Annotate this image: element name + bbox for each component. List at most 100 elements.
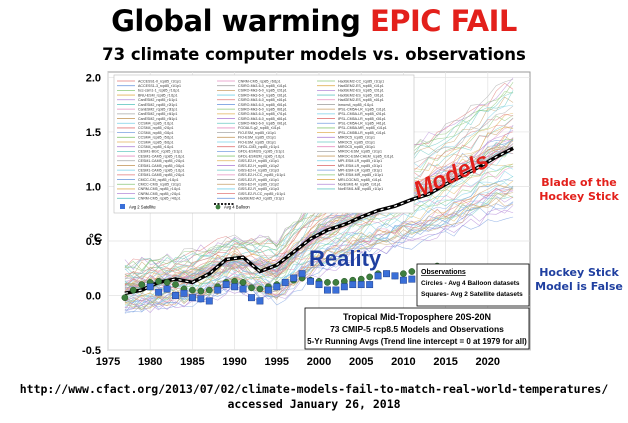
legend-balloon-label: Avg 4 Balloon: [224, 205, 250, 210]
legend-entry: HadGEM2-CC_rcp85_r1i1p1: [338, 79, 384, 83]
legend-entry: bcc-csm1-1_rcp85_r1i1p1: [138, 89, 180, 93]
satellite-point: [298, 270, 306, 278]
legend-entry: NorESM1-M_rcp85_r1i1p1: [338, 183, 381, 187]
balloon-point: [400, 270, 407, 278]
legend-entry: CESM1-BGC_rcp85_r1i1p1: [138, 150, 182, 154]
legend-balloon-marker: [215, 204, 221, 210]
legend-entry: CanESM2_rcp85_r5i1p1: [138, 117, 177, 121]
legend-entry: GISS-E2-H_rcp85_r1i1p2: [238, 164, 279, 168]
legend-entry: ACCESS1-3_rcp85_r1i1p1: [138, 84, 181, 88]
balloon-point: [197, 287, 205, 295]
legend-entry: FIO-ESM_rcp85_r3i1p1: [238, 140, 276, 144]
satellite-point: [248, 294, 255, 302]
legend-box: [113, 74, 415, 214]
satellite-point: [290, 274, 298, 282]
satellite-point: [340, 283, 348, 291]
legend-entry: MIROC-ESM_rcp85_r1i1p1: [338, 150, 382, 154]
satellite-point: [172, 292, 179, 299]
balloon-point: [189, 286, 196, 294]
x-tick-label: 1990: [222, 356, 246, 368]
y-tick-label: 2.0: [86, 72, 101, 84]
model-run-line: [124, 112, 514, 279]
title-accent: EPIC FAIL: [369, 4, 517, 38]
satellite-point: [155, 288, 163, 296]
satellite-point: [315, 281, 323, 289]
model-run-line: [124, 182, 514, 307]
caption-box: Tropical Mid-Troposphere 20S-20N 73 CMIP…: [304, 307, 530, 350]
legend-entry: GFDL-ESM2M_rcp85_r1i1p1: [238, 154, 285, 158]
model-run-line: [124, 166, 514, 299]
satellite-point: [256, 297, 264, 305]
legend-entry: CSIRO-Mk3-6-0_rcp85_r9i1p1: [238, 122, 287, 126]
hockey-line2: Model is False: [535, 280, 623, 293]
legend-entry: CESM1-CAM5_rcp85_r1i1p1: [138, 154, 185, 158]
balloon-point: [138, 281, 146, 288]
hockey-line1: Hockey Stick: [539, 266, 619, 279]
source-url[interactable]: http://www.cfact.org/2013/07/02/climate-…: [19, 382, 609, 396]
legend-entry: CCSM4_rcp85_r1i1p1: [138, 145, 174, 149]
caption-line3: 5-Yr Running Avgs (Trend line intercept …: [307, 337, 527, 346]
satellite-point: [307, 277, 315, 285]
legend-entry: CESM1-CAM5_rcp85_r1i1p1: [138, 168, 185, 172]
satellite-point: [205, 297, 213, 305]
model-run-line: [124, 209, 514, 312]
satellite-point: [239, 285, 247, 293]
observations-heading: Observations: [421, 269, 466, 276]
legend-entry: MIROC5_rcp85_r1i1p1: [338, 136, 375, 140]
legend-entry: CSIRO-Mk3-6-0_rcp85_r7i1p1: [238, 112, 287, 116]
legend-entry: GISS-E2-R_rcp85_r1i1p2: [238, 183, 279, 187]
reality-label: Reality: [309, 246, 382, 271]
satellite-point: [399, 276, 407, 284]
hockey-annotation: Hockey Stick Model is False: [532, 266, 626, 294]
legend-entry: CanESM2_rcp85_r3i1p1: [138, 107, 177, 111]
satellite-point: [281, 278, 289, 286]
blade-line1: Blade of the: [541, 176, 617, 189]
satellite-point: [383, 270, 390, 278]
legend-entry: MPI-ESM-MR_rcp85_r1i1p1: [338, 173, 383, 177]
legend-entry: CanESM2_rcp85_r1i1p1: [138, 98, 177, 102]
legend-entry: IPSL-CM5A-LR_rcp85_r2i1p1: [338, 112, 386, 116]
blade-annotation: Blade of the Hockey Stick: [534, 176, 624, 204]
legend-entry: GFDL-CM3_rcp85_r1i1p1: [238, 145, 279, 149]
legend-satellite-label: Avg 2 Satellite: [129, 205, 156, 210]
legend-entry: CNRM-CM5_rcp85_r6i1p1: [238, 79, 281, 83]
model-run-line: [124, 118, 514, 280]
legend-entry: GISS-E2-H-CC_rcp85_r1i1p1: [238, 173, 285, 177]
balloon-point: [163, 279, 171, 286]
balloon-point: [121, 294, 129, 302]
satellite-point: [408, 275, 416, 283]
legend-entry: CCSM4_rcp85_r6i1p1: [138, 140, 174, 144]
legend-entry: MIROC5_rcp85_r2i1p1: [338, 140, 375, 144]
y-tick-label: 0.0: [86, 290, 101, 302]
legend-entry: HadGEM2-AO_rcp85_r1i1p1: [238, 197, 284, 201]
balloon-point: [155, 277, 162, 285]
legend-entry: MPI-ESM-LR_rcp85_r1i1p1: [338, 159, 382, 163]
balloon-point: [332, 279, 340, 286]
axes: 1975 1980 1985 1990 1995 2000 2005 2010 2015 2020…: [82, 72, 500, 368]
satellite-point: [180, 289, 188, 297]
legend-entry: CCSM4_rcp85_r2i1p1: [138, 126, 174, 130]
observations-line1: Circles - Avg 4 Balloon datasets: [421, 280, 520, 287]
legend-entry: CSIRO-Mk3-6-0_rcp85_r5i1p1: [238, 103, 287, 107]
satellite-point: [273, 283, 281, 291]
balloon-point: [172, 281, 179, 288]
legend-entry: IPSL-CM5A-MR_rcp85_r1i1p1: [338, 126, 387, 130]
satellite-point: [374, 272, 382, 280]
legend-entry: CMCC-CM_rcp85_r1i1p1: [138, 178, 179, 182]
caption-line1: Tropical Mid-Troposphere 20S-20N: [343, 312, 491, 322]
model-mean-line: [124, 146, 514, 296]
x-tick-label: 2010: [391, 356, 415, 368]
satellite-point: [264, 286, 272, 294]
temperature-chart: ACCESS1-0_rcp85_r1i1p1ACCESS1-3_rcp85_r1…: [82, 71, 531, 368]
legend-entry: NorESM1-ME_rcp85_r1i1p1: [338, 187, 383, 191]
satellite-point: [323, 286, 331, 294]
y-tick-label: 0.5: [86, 236, 101, 248]
legend-entry: inmcm4_rcp85_r1i1p1: [338, 103, 374, 107]
x-tick-label: 2000: [307, 356, 331, 368]
legend-entry: CCSM4_rcp85_r5i1p1: [138, 136, 174, 140]
page-title: Global warming EPIC FAIL: [0, 4, 628, 38]
model-run-line: [124, 184, 514, 303]
y-axis-label: °C: [89, 231, 103, 245]
balloon-point: [239, 279, 247, 286]
satellite-point: [332, 286, 340, 294]
